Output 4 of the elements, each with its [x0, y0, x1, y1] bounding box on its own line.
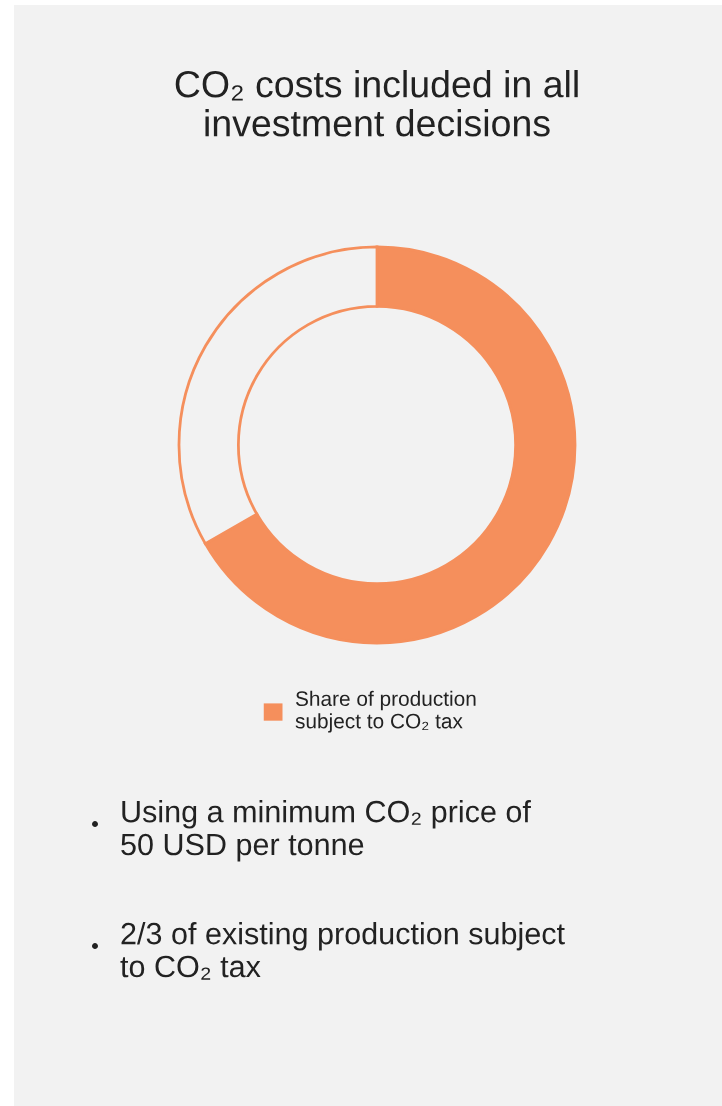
text: 2/3 of existing production subject to CO₂ tax [120, 922, 565, 980]
text: Using a minimum CO₂ price of 50 USD per tonne [121, 800, 531, 862]
chart-title: CO₂ costs included in all investment decisions [175, 70, 578, 137]
legend-label: Share of production subject to CO₂ tax [295, 690, 476, 733]
